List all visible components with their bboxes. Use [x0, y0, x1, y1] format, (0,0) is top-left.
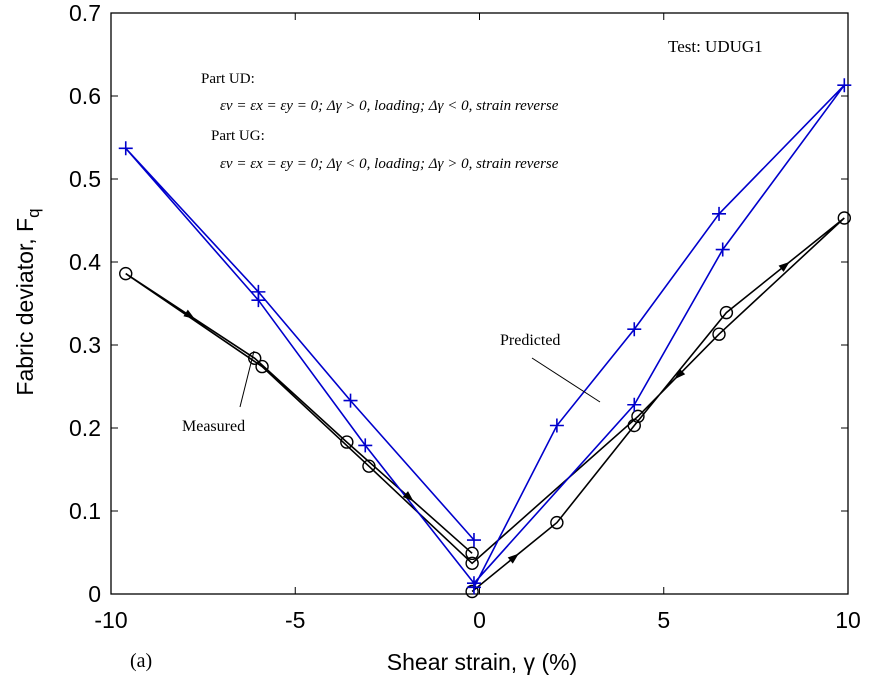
measured-point [837, 211, 852, 225]
y-axis-label-sub: q [24, 208, 43, 217]
measured-point [550, 515, 564, 530]
predicted-point [837, 78, 852, 93]
x-tick-label: -10 [94, 607, 127, 633]
x-tick-label: 10 [835, 607, 861, 633]
x-tick-label: -5 [285, 607, 305, 633]
measured-series-line [125, 217, 845, 593]
part-ud-title: Part UD: [201, 71, 255, 87]
measured-label: Measured [182, 418, 245, 435]
part-ud-equation: εv = εx = εy = 0; Δγ > 0, loading; Δγ < … [220, 98, 559, 114]
y-tick-label: 0.3 [69, 332, 101, 358]
predicted-point [466, 576, 481, 591]
part-ug-title: Part UG: [211, 128, 265, 144]
predicted-point [251, 284, 266, 299]
direction-arrow [183, 309, 195, 319]
predicted-label: Predicted [500, 332, 560, 349]
test-label: Test: UDUG1 [668, 37, 763, 56]
measured-point [719, 305, 734, 320]
predicted-series-line [125, 84, 845, 588]
y-axis-label: Fabric deviator, Fq [12, 208, 43, 395]
panel-label: (a) [130, 650, 152, 672]
direction-arrow [402, 491, 414, 502]
predicted-point [627, 397, 642, 412]
part-ug-equation: εv = εx = εy = 0; Δγ < 0, loading; Δγ > … [220, 156, 559, 172]
y-tick-label: 0.5 [69, 166, 101, 192]
measured-point [248, 351, 262, 365]
direction-arrow [674, 368, 686, 380]
measured-point [465, 546, 479, 561]
y-tick-label: 0.4 [69, 249, 101, 275]
measured-point [465, 584, 479, 599]
y-tick-label: 0.6 [69, 83, 101, 109]
x-tick-label: 0 [473, 607, 486, 633]
predicted-point [627, 322, 642, 337]
series-layer [118, 78, 852, 599]
measured-point [255, 359, 269, 374]
y-axis-label-main: Fabric deviator, F [12, 218, 38, 396]
predicted-point [358, 438, 373, 453]
measured-point [627, 418, 641, 433]
measured-point [362, 459, 376, 473]
direction-arrow [507, 553, 519, 564]
y-tick-label: 0 [88, 581, 101, 607]
predicted-point [466, 533, 481, 548]
predicted-point [549, 418, 564, 433]
direction-arrow [778, 261, 790, 272]
arrow-layer [183, 261, 790, 564]
measured-leader-line [239, 350, 255, 408]
measured-point [465, 556, 479, 570]
x-axis-label: Shear strain, γ (%) [387, 649, 577, 675]
x-tick-label: 5 [657, 607, 670, 633]
measured-point [340, 435, 354, 449]
measured-point [119, 266, 133, 281]
measured-point [712, 327, 726, 341]
axis-ticks: -10 -5 0 5 10 0 0.1 0.2 0.3 0.4 0.5 0.6 0.7 [69, 0, 861, 633]
predicted-point [715, 242, 730, 257]
y-tick-label: 0.1 [69, 498, 101, 524]
y-tick-label: 0.7 [69, 0, 101, 26]
measured-point [631, 409, 645, 424]
y-tick-label: 0.2 [69, 415, 101, 441]
predicted-point [343, 393, 358, 408]
predicted-leader-line [531, 357, 601, 403]
predicted-point [712, 206, 727, 221]
predicted-point [118, 141, 133, 156]
